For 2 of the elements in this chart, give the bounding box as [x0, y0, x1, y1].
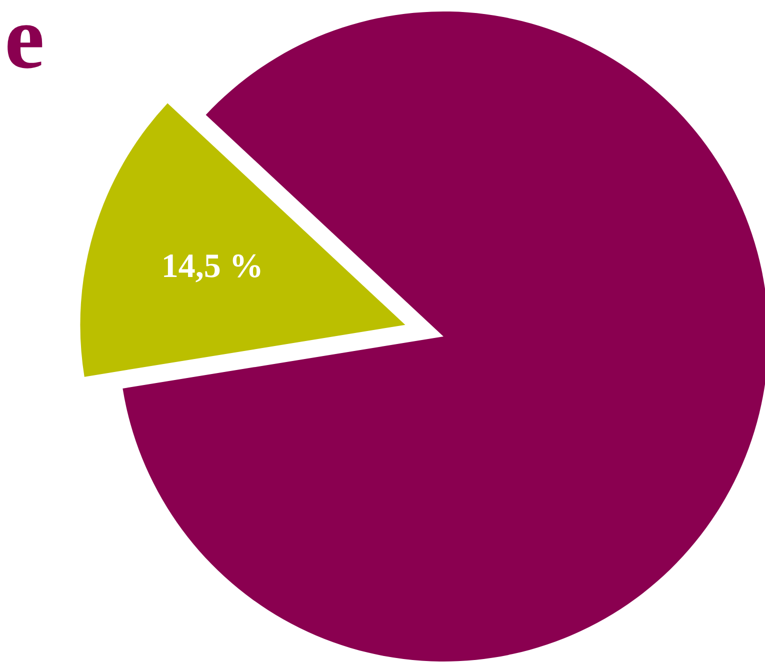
- text: e: [4, 0, 44, 88]
- data-label: 14,5 %: [161, 248, 264, 285]
